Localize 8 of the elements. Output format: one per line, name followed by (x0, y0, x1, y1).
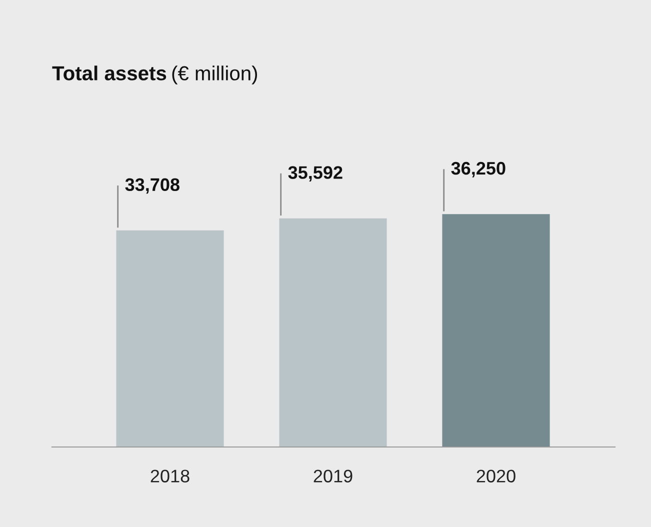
chart-title: Total assets (52, 66, 166, 80)
x-tick-label: 2020 (476, 470, 516, 482)
data-label: 35,592 (288, 166, 342, 182)
chart-subtitle: (€ million) (172, 66, 258, 84)
data-label: 33,708 (125, 178, 180, 194)
x-tick-label: 2019 (314, 470, 352, 482)
x-tick-label: 2018 (150, 470, 190, 482)
data-label: 36,250 (451, 162, 506, 178)
